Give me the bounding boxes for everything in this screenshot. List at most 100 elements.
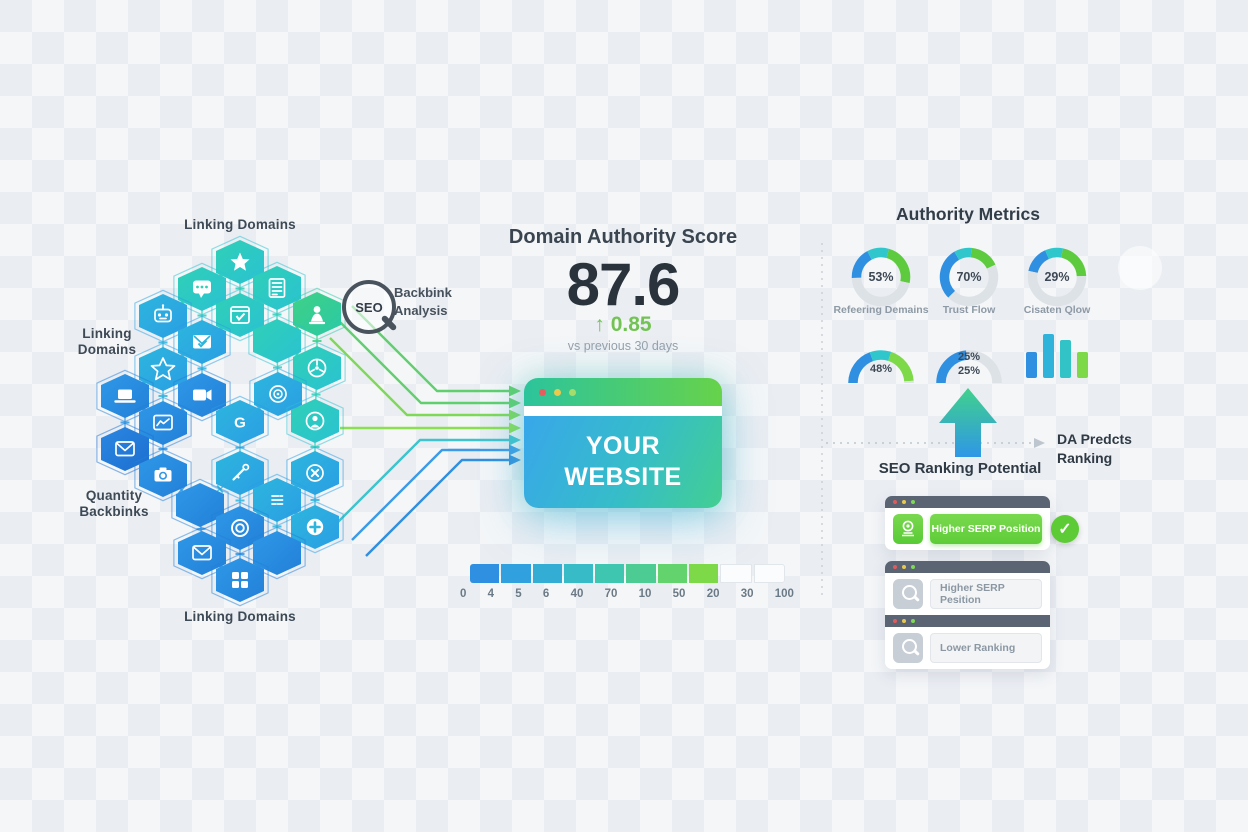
- search-icon: [893, 579, 923, 609]
- browser-top-bar: [885, 615, 1050, 627]
- person-icon: [305, 411, 325, 431]
- scale-tick-label: 70: [604, 588, 618, 600]
- window-dot-yellow: [554, 388, 561, 396]
- scale-tick-label: 30: [740, 588, 754, 600]
- award-icon: [308, 306, 326, 325]
- background-blob: [1118, 246, 1162, 290]
- donut-trust-flow: 70%: [934, 242, 1004, 312]
- scale-segment-filled: [532, 564, 562, 583]
- da-predicts-ranking-label: DA Predcts Ranking: [1057, 431, 1132, 466]
- robot-icon: [154, 304, 172, 323]
- rank-badge-icon: [893, 514, 923, 544]
- gauge-48: 48%: [844, 344, 918, 388]
- window-dot-yellow: [902, 565, 906, 569]
- your-website-card: YOUR WEBSITE: [524, 378, 722, 508]
- scale-tick-label: 100: [774, 588, 794, 600]
- mini-bar: [1060, 340, 1071, 378]
- window-dot-green: [569, 388, 576, 396]
- lens-icon: [231, 519, 249, 537]
- check-icon: ✓: [1051, 515, 1079, 543]
- browser-top-bar: [885, 561, 1050, 573]
- scale-segment-empty: [720, 564, 752, 583]
- scale-tick-label: 5: [515, 588, 522, 600]
- lower-ranking-box: Lower Ranking: [930, 633, 1042, 663]
- score-delta: ↑ 0.85: [594, 313, 652, 336]
- serp-card-comparison: Higher SERP Pesition Lower Ranking: [885, 561, 1050, 669]
- serp-result-row: Lower Ranking: [885, 627, 1050, 669]
- donut-label: Trust Flow: [942, 304, 996, 316]
- scale-segment-filled: [501, 564, 531, 583]
- scale-segment-empty: [753, 564, 785, 583]
- globe-icon: [307, 358, 327, 378]
- scale-segment-filled: [689, 564, 719, 583]
- serp-card-top-result: Higher SERP Position: [885, 496, 1050, 550]
- plus-icon: [306, 518, 324, 536]
- search-icon: [893, 633, 923, 663]
- window-dot-red: [893, 500, 897, 504]
- target-icon: [269, 385, 287, 403]
- browser-address-strip: [524, 406, 722, 416]
- da-predicts-dashed-arrow: [826, 438, 1045, 448]
- seo-ranking-potential-label: SEO Ranking Potential: [878, 460, 1042, 477]
- scale-tick-label: 6: [542, 588, 550, 600]
- donut-citation-flow: 29%: [1022, 242, 1092, 312]
- score-scale-ticks: 0 4 5 6 40 70 10 50 20 30 100: [460, 588, 794, 600]
- flow-arrowheads: [509, 385, 521, 466]
- serp-result-row: Higher SERP Position: [885, 508, 1050, 550]
- window-dot-red: [893, 619, 897, 623]
- scale-segment-filled: [626, 564, 656, 583]
- backlink-analysis-label: Backbink Analysis: [394, 285, 452, 318]
- higher-serp-position-button: Higher SERP Position: [930, 514, 1042, 544]
- window-check-icon: [230, 306, 250, 324]
- browser-top-bar: [885, 496, 1050, 508]
- scale-segment-filled: [470, 564, 500, 583]
- star-outline-icon: [150, 357, 176, 381]
- window-dot-yellow: [902, 619, 906, 623]
- score-delta-note: vs previous 30 days: [567, 339, 679, 353]
- donut-referring-domains: 53%: [846, 242, 916, 312]
- page-title: Domain Authority Score: [508, 226, 738, 248]
- authority-score-value: 87.6: [566, 251, 681, 318]
- browser-top-bar: [524, 378, 722, 406]
- label-linking-domains-bottom: Linking Domains: [184, 609, 296, 624]
- scale-tick-label: 40: [570, 588, 584, 600]
- g-letter-icon: G: [234, 415, 246, 432]
- window-dot-green: [911, 619, 915, 623]
- authority-metrics-title: Authority Metrics: [896, 204, 1040, 224]
- scale-segment-filled: [595, 564, 625, 583]
- star-icon: [230, 252, 250, 271]
- donut-label: Refeering Demains: [833, 304, 929, 316]
- window-dot-green: [911, 565, 915, 569]
- donut-chart: [939, 247, 999, 307]
- donut-chart: [851, 247, 911, 307]
- mini-bar: [1026, 352, 1037, 378]
- hexagon-cluster: G: [96, 235, 346, 607]
- mini-bar: [1043, 334, 1054, 378]
- donut-chart: [1027, 247, 1087, 307]
- scale-tick-label: 0: [460, 588, 467, 600]
- gauge-25-25: 25% 25%: [932, 344, 1006, 388]
- scale-tick-label: 4: [487, 588, 495, 600]
- label-linking-domains-left: Linking Domains: [77, 326, 137, 358]
- svg-text:G: G: [234, 415, 246, 432]
- apps-icon: [232, 572, 248, 588]
- mail-icon: [192, 545, 212, 561]
- mini-bar-chart: [1026, 332, 1088, 378]
- mail-icon: [115, 441, 135, 457]
- gauge-chart: [848, 350, 914, 384]
- laptop-icon: [114, 389, 136, 403]
- window-dot-yellow: [902, 500, 906, 504]
- mini-bar: [1077, 352, 1088, 378]
- news-icon: [268, 278, 286, 298]
- mail-check-icon: [193, 335, 211, 349]
- doc-text-icon: [271, 495, 284, 505]
- scale-segment-filled: [563, 564, 594, 583]
- scale-tick-label: 10: [638, 588, 652, 600]
- window-dot-green: [911, 500, 915, 504]
- donut-label: Cisaten Qlow: [1023, 304, 1091, 316]
- window-dot-red: [893, 565, 897, 569]
- camera-icon: [193, 389, 212, 401]
- chat-icon: [193, 280, 211, 298]
